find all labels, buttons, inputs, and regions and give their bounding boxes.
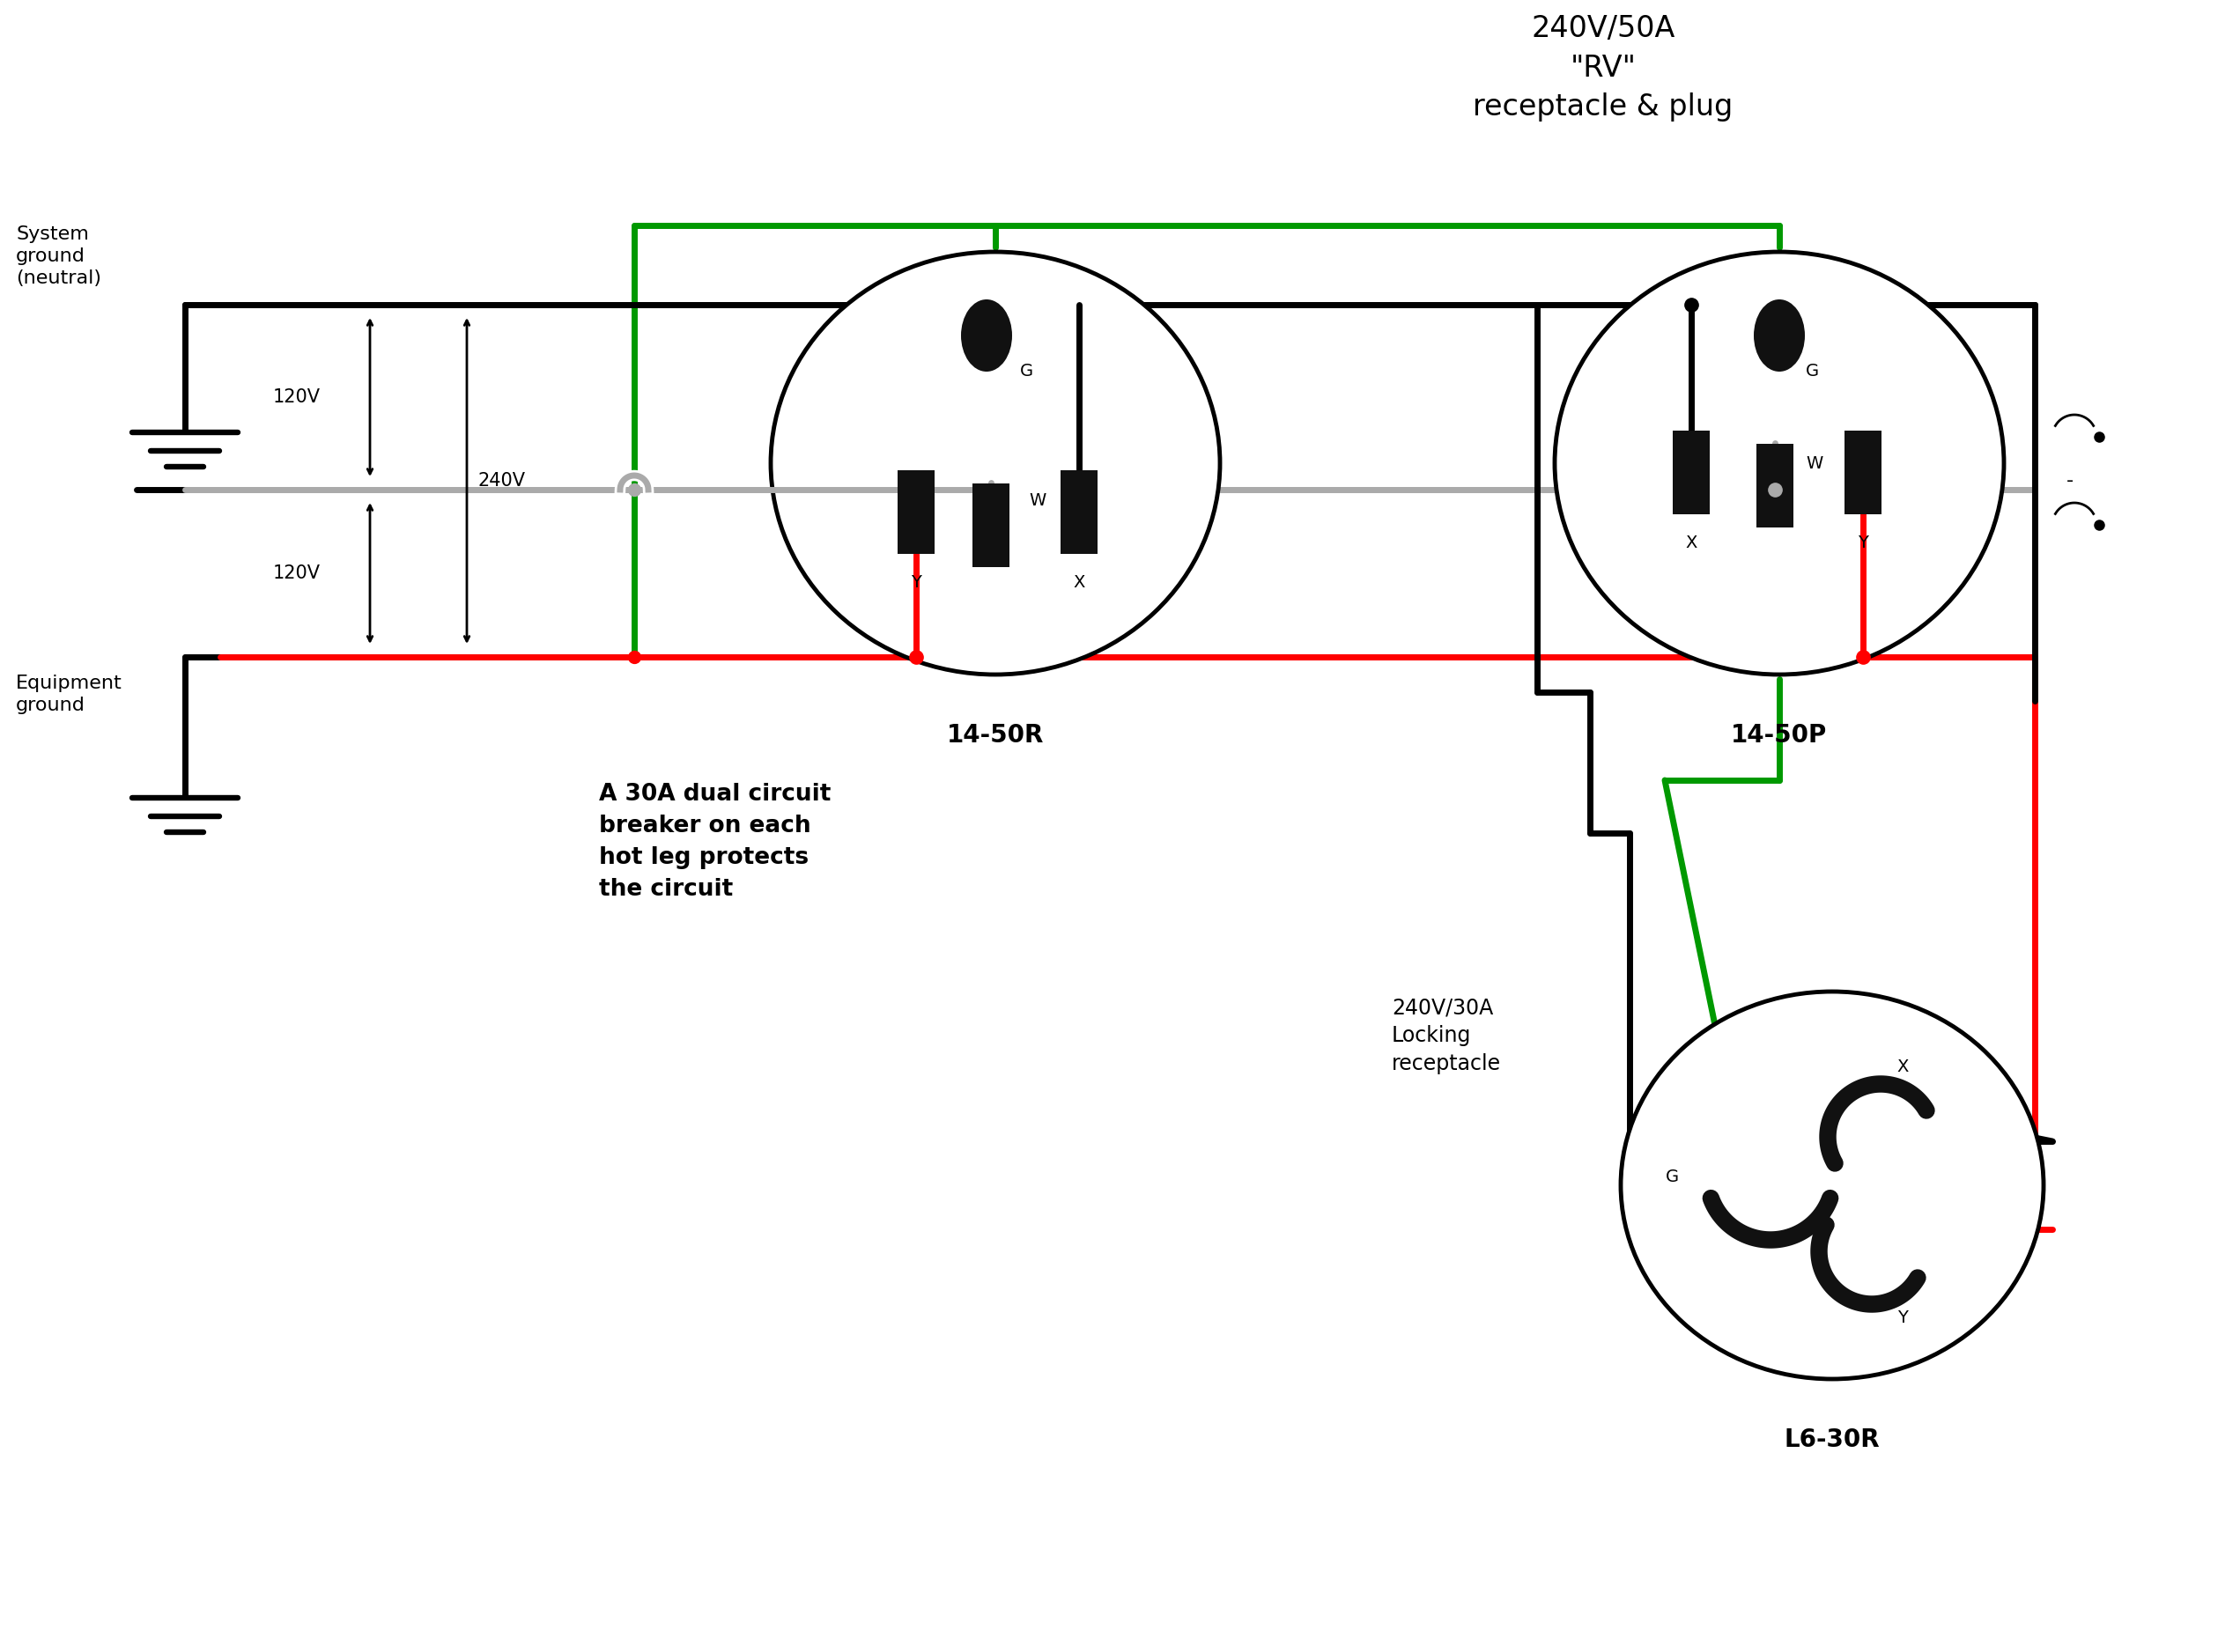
Text: W: W (1805, 454, 1823, 471)
Text: A 30A dual circuit
breaker on each
hot leg protects
the circuit: A 30A dual circuit breaker on each hot l… (598, 783, 831, 900)
Text: Y: Y (1897, 1308, 1908, 1327)
Bar (1844, 430, 1882, 514)
Bar (972, 482, 1010, 567)
Text: Y: Y (912, 573, 921, 590)
Text: 120V: 120V (273, 388, 320, 406)
Text: X: X (1684, 534, 1698, 550)
Text: Y: Y (1857, 534, 1868, 550)
Text: G: G (1805, 362, 1819, 378)
Bar (898, 469, 934, 553)
Text: 240V: 240V (477, 472, 524, 489)
Text: X: X (1897, 1057, 1908, 1075)
Text: G: G (1664, 1168, 1678, 1184)
Text: 240V/50A
"RV"
receptacle & plug: 240V/50A "RV" receptacle & plug (1474, 15, 1734, 122)
Text: G: G (1019, 362, 1033, 378)
Ellipse shape (961, 299, 1012, 372)
Text: System
ground
(neutral): System ground (neutral) (16, 225, 101, 287)
Text: X: X (1073, 573, 1084, 590)
Text: Equipment
ground: Equipment ground (16, 674, 123, 714)
Ellipse shape (771, 251, 1221, 674)
Text: -: - (2068, 472, 2074, 489)
Ellipse shape (1555, 251, 2005, 674)
Text: W: W (1028, 492, 1046, 509)
Text: 14-50P: 14-50P (1732, 724, 1828, 748)
Ellipse shape (1622, 991, 2043, 1379)
Bar (1673, 430, 1709, 514)
Text: 240V/30A
Locking
receptacle: 240V/30A Locking receptacle (1391, 998, 1501, 1074)
Text: 14-50R: 14-50R (948, 724, 1044, 748)
Text: 120V: 120V (273, 565, 320, 582)
Bar (1060, 469, 1098, 553)
Ellipse shape (1754, 299, 1805, 372)
Bar (1756, 443, 1794, 527)
Text: L6-30R: L6-30R (1785, 1427, 1879, 1452)
